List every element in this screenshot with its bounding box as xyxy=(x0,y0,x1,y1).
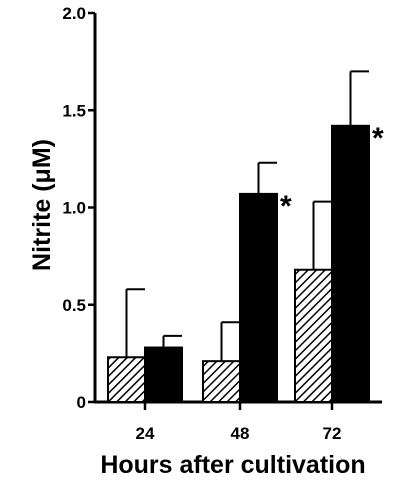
significance-marker: * xyxy=(372,122,384,155)
x-axis-title: Hours after cultivation xyxy=(100,451,365,479)
bar xyxy=(202,360,241,403)
significance-marker: * xyxy=(280,190,292,223)
y-tick-label: 1.5 xyxy=(62,101,86,120)
y-tick-label: 1.0 xyxy=(62,199,86,218)
bars: ** xyxy=(107,70,384,404)
bar xyxy=(107,356,146,404)
y-ticks: 0 0.5 1.0 1.5 2.0 xyxy=(62,4,95,412)
bar xyxy=(294,268,333,403)
x-tick-label: 24 xyxy=(136,424,155,443)
x-ticks: 24 48 72 xyxy=(136,402,342,443)
bar xyxy=(144,346,183,404)
y-tick-label: 0 xyxy=(77,393,86,412)
bar xyxy=(239,192,278,403)
y-axis-title: Nitrite (μM) xyxy=(28,139,56,271)
y-tick-label: 2.0 xyxy=(62,4,86,23)
x-tick-label: 72 xyxy=(323,424,342,443)
y-tick-label: 0.5 xyxy=(62,296,86,315)
x-tick-label: 48 xyxy=(231,424,250,443)
bar xyxy=(331,124,370,403)
